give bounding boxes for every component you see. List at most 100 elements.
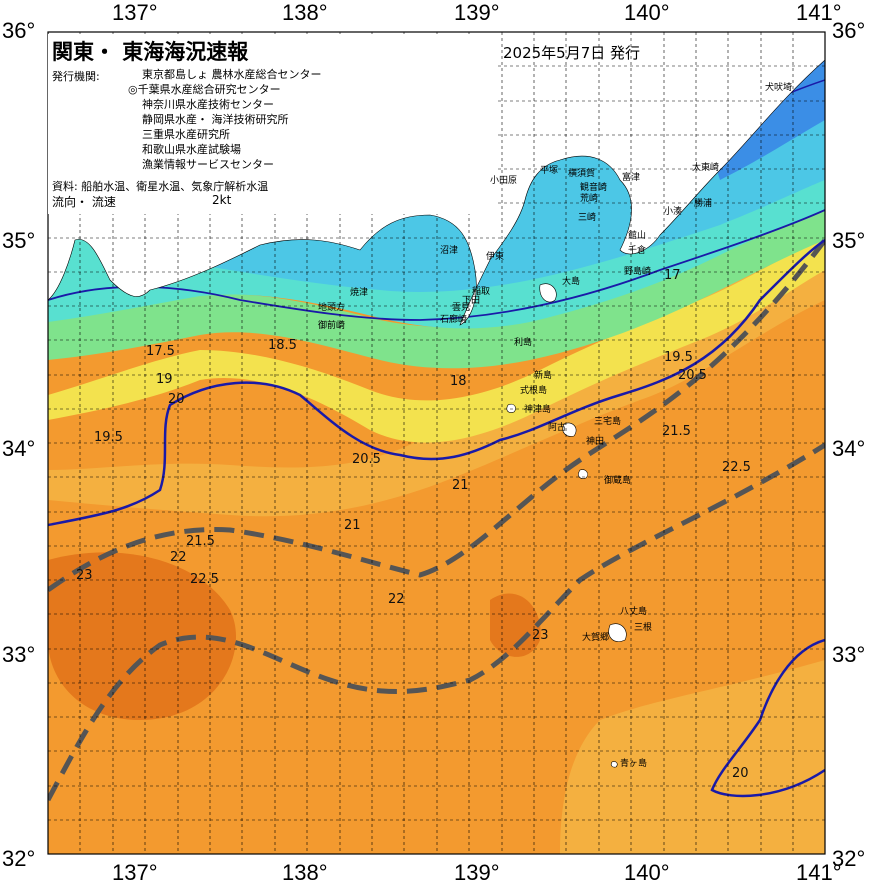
kuroshio-path-north [48,238,825,593]
isotherm-label: 22.5 [190,572,219,587]
place-label: 千倉 [628,246,647,256]
land-kozu [506,403,516,413]
place-label: 大賀郷 [582,633,610,643]
isotherm-label: 20.5 [678,368,707,383]
isotherm-label: 18.5 [268,338,297,353]
grid-lines [47,32,825,854]
isotherm-20-south [710,638,825,798]
place-label: 野島崎 [624,267,652,277]
place-label: 犬吠埼 [765,83,793,93]
isotherm-label: 20 [168,392,185,407]
place-label: 三崎 [578,213,597,223]
isotherm-label: 21.5 [662,424,691,439]
legend-panel [48,34,496,214]
place-label: 利島 [514,338,533,348]
data-sources: 資料: 船舶水温、衛星水温、気象庁解析水温 [52,180,269,193]
place-label: 新島 [534,371,553,381]
issuer-item: 漁業情報サービスセンター [142,158,274,171]
lon-label-138: 138° [282,0,328,25]
lon-label-137: 137° [112,0,158,25]
place-label: 荒崎 [580,194,599,204]
issuer-item: 静岡県水産・ 海洋技術研究所 [142,113,289,126]
place-label: 勝浦 [694,199,713,209]
place-label: 焼津 [350,288,369,298]
isotherm-20 [48,238,825,527]
zone-23b [490,593,541,657]
isotherm-label: 23 [76,568,93,583]
land-mikura [578,469,588,479]
lon-label-138-bottom: 138° [282,860,328,885]
kuroshio-path-south [48,442,825,802]
lat-label-34: 34° [2,436,36,461]
place-label: 小田原 [490,176,518,186]
isotherm-label: 23 [532,628,549,643]
isotherm-label: 21 [452,478,469,493]
flow-scale-label: 2kt [212,193,232,207]
lon-label-137-bottom: 137° [112,860,158,885]
map-title: 関東・ 東海海況速報 [52,40,249,64]
map-frame [47,31,826,855]
lat-label-34-right: 34° [832,436,866,461]
place-label: 小湊 [664,207,683,217]
place-label: 大島 [562,277,581,287]
lon-label-140-bottom: 140° [624,860,670,885]
place-label: 神田 [586,437,605,447]
place-label: 青ヶ島 [620,759,648,769]
land-aogashima [610,761,618,768]
issuers-label: 発行機関: [52,70,100,83]
place-label: 平塚 [540,166,559,176]
place-label: 三宅島 [594,417,622,427]
place-label: 御前崎 [318,321,346,331]
place-label: 太東崎 [692,163,720,173]
lon-label-141: 141° [796,0,842,25]
place-label: 三根 [634,623,653,633]
place-label: 式根島 [520,386,548,396]
place-label: 館山 [628,231,647,241]
lat-label-35-right: 35° [832,228,866,253]
zone-23 [48,552,236,720]
isotherm-label: 20.5 [352,452,381,467]
isotherm-label: 21.5 [186,534,215,549]
place-label: 神津島 [524,405,552,415]
place-label: 八丈島 [620,607,648,617]
place-label: 石廊崎 [440,315,468,325]
lon-label-140: 140° [624,0,670,25]
isotherm-label: 18 [450,374,467,389]
isotherm-label: 22 [388,592,405,607]
place-label: 富津 [622,173,641,183]
issue-date: 2025年5月7日 発行 [503,44,641,62]
isotherm-label: 19 [156,372,173,387]
place-label: 伊東 [486,252,505,262]
lon-label-141-bottom: 141° [796,860,842,885]
isotherm-label: 20 [732,766,749,781]
lon-label-139: 139° [454,0,500,25]
lat-label-35: 35° [2,228,36,253]
issuer-item: ◎千葉県水産総合研究センター [128,83,281,96]
isotherm-label: 22.5 [722,460,751,475]
lat-label-32: 32° [2,846,36,871]
lat-label-33-right: 33° [832,642,866,667]
place-label: 雲見 [452,303,471,313]
isotherm-label: 21 [344,518,361,533]
lon-label-139-bottom: 139° [454,860,500,885]
isotherm-17 [48,209,825,321]
issuer-item: 神奈川県水産技術センター [142,98,274,111]
land-izu-oshima [539,283,557,303]
place-label: 横須賀 [568,169,596,179]
place-label: 御蔵島 [604,476,632,486]
issuer-item: 東京都島しょ 農林水産総合センター [142,68,322,81]
land-miyake [562,422,577,437]
isotherm-label: 19.5 [94,430,123,445]
isotherm-label: 17.5 [146,344,175,359]
lat-label-36-right: 36° [832,18,866,43]
lat-label-33: 33° [2,642,36,667]
place-label: 観音崎 [580,183,608,193]
place-label: 下田 [462,296,481,306]
place-label: 稲取 [472,287,491,297]
land-hachijo [608,623,627,642]
isotherm-label: 17 [664,268,681,283]
lat-label-32-right: 32° [832,846,866,871]
issuer-item: 和歌山県水産試験場 [142,143,241,156]
lat-label-36: 36° [2,18,36,43]
isotherm-label: 19.5 [664,350,693,365]
